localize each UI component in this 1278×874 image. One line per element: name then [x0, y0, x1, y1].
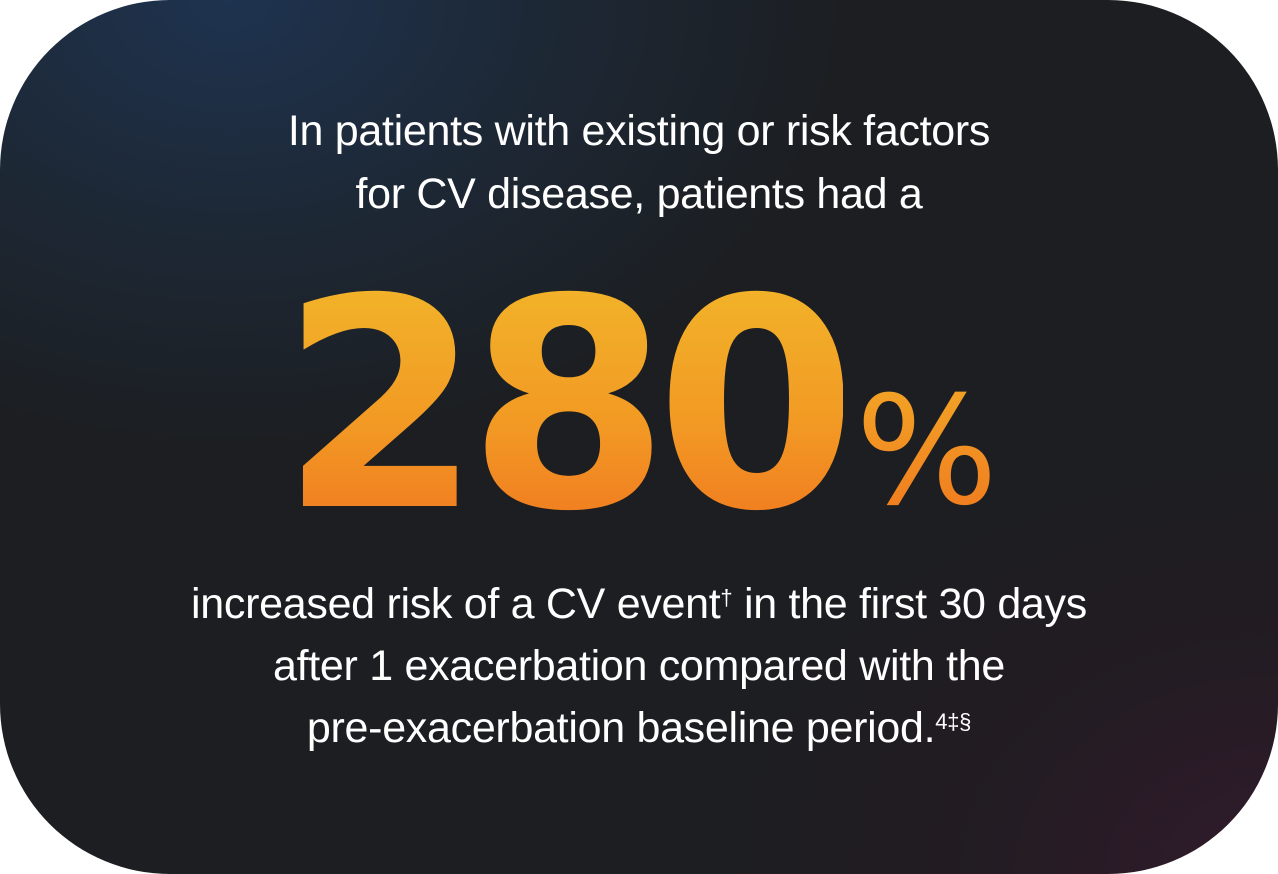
dagger-footnote-marker: † [720, 585, 733, 610]
intro-text: In patients with existing or risk factor… [0, 100, 1278, 226]
outro-line-1-tail: in the first 30 days [732, 580, 1087, 628]
intro-line-2: for CV disease, patients had a [355, 170, 923, 218]
intro-line-1: In patients with existing or risk factor… [287, 107, 991, 155]
stat-figure: 280% [0, 262, 1278, 552]
outro-line-2: after 1 exacerbation compared with the [273, 642, 1005, 690]
stat-percent-sign: % [855, 365, 998, 539]
outro-line-3-text: pre-exacerbation baseline period. [306, 704, 936, 752]
outro-line-3: pre-exacerbation baseline period.4‡§ [0, 697, 1278, 759]
outro-text: increased risk of a CV event† in the fir… [0, 573, 1278, 759]
outro-line-1-text: increased risk of a CV event [191, 580, 721, 628]
outro-line-1: increased risk of a CV event† in the fir… [0, 573, 1278, 635]
reference-footnote-marker: 4‡§ [935, 709, 972, 734]
stat-number: 280 [280, 238, 857, 575]
